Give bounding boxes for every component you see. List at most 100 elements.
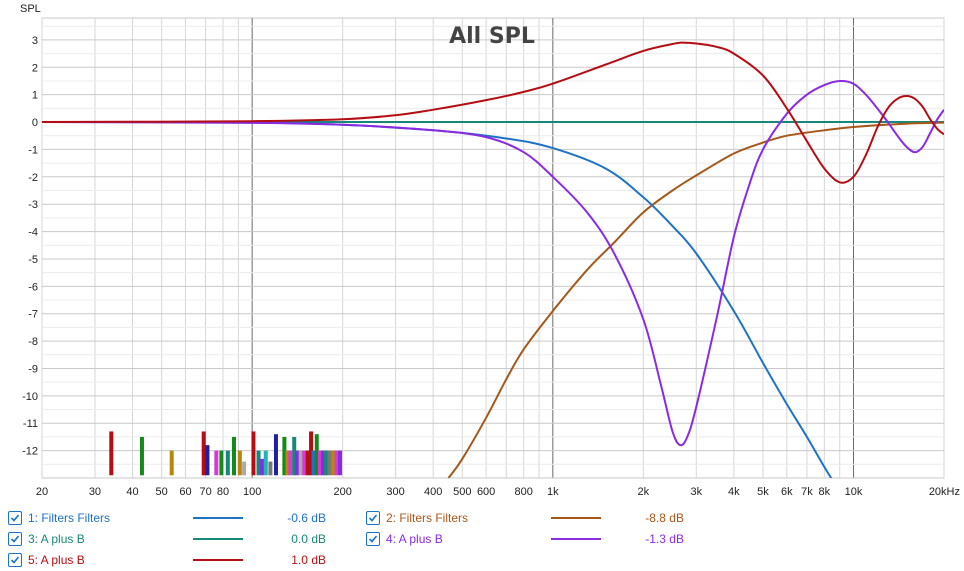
marker-bar <box>231 436 236 476</box>
x-tick-label: 20 <box>36 486 48 498</box>
y-tick-label: 1 <box>32 90 38 102</box>
marker-bar <box>109 431 114 476</box>
legend: 1: Filters Filters -0.6 dB 2: Filters Fi… <box>0 505 964 571</box>
marker-bar <box>305 450 310 476</box>
legend-label-3: 3: A plus B <box>28 532 85 546</box>
marker-bar <box>309 431 314 476</box>
legend-value-2: -8.8 dB <box>645 511 684 525</box>
y-tick-label: -5 <box>28 254 38 266</box>
x-tick-label: 7k <box>801 486 813 498</box>
x-tick-label: 5k <box>757 486 769 498</box>
y-tick-label: -2 <box>28 172 38 184</box>
x-tick-label: 70 <box>199 486 211 498</box>
legend-item-4[interactable]: 4: A plus B <box>366 529 443 549</box>
legend-line-4 <box>551 538 601 540</box>
y-tick-label: -11 <box>23 418 38 430</box>
y-tick-label: -6 <box>28 281 38 293</box>
series-line-s4 <box>42 79 944 447</box>
y-tick-label: -7 <box>28 309 38 321</box>
x-tick-label: 100 <box>243 486 261 498</box>
marker-bars <box>109 431 343 476</box>
marker-bar <box>311 450 316 476</box>
marker-bar <box>334 450 339 476</box>
marker-bar <box>317 450 322 476</box>
checkbox-4[interactable] <box>366 532 380 546</box>
x-tick-label: 20kHz <box>929 486 960 498</box>
legend-item-5[interactable]: 5: A plus B <box>8 550 85 570</box>
marker-bar <box>260 458 265 476</box>
marker-bar <box>314 434 319 476</box>
x-tick-label: 4k <box>728 486 740 498</box>
marker-bar <box>225 450 230 476</box>
marker-bar <box>237 450 242 476</box>
checkbox-5[interactable] <box>8 553 22 567</box>
x-tick-label: 2k <box>638 486 650 498</box>
marker-bar <box>295 450 300 476</box>
marker-bar <box>214 450 219 476</box>
marker-bar <box>263 450 268 476</box>
marker-bar <box>320 450 325 476</box>
marker-bar <box>302 450 307 476</box>
marker-bar <box>327 450 332 476</box>
y-tick-label: -9 <box>28 363 38 375</box>
marker-bar <box>298 450 303 476</box>
y-tick-label: 2 <box>32 62 38 74</box>
x-tick-label: 30 <box>89 486 101 498</box>
legend-item-1[interactable]: 1: Filters Filters <box>8 508 110 528</box>
x-tick-label: 40 <box>126 486 138 498</box>
marker-bar <box>331 450 336 476</box>
y-tick-label: 0 <box>32 117 38 129</box>
legend-label-5: 5: A plus B <box>28 553 85 567</box>
marker-bar <box>292 436 297 476</box>
axes: 3 2 1 0 -1 -2 -3 -4 -5 -6 -7 -8 -9 -10 -11 -12 20 30 40 50 6… <box>22 35 960 498</box>
marker-bar <box>242 461 247 476</box>
x-tick-label: 60 <box>179 486 191 498</box>
marker-bar <box>256 450 261 476</box>
legend-value-4: -1.3 dB <box>645 532 684 546</box>
x-tick-label: 6k <box>781 486 793 498</box>
legend-value-1: -0.6 dB <box>287 511 326 525</box>
legend-line-2 <box>551 517 601 519</box>
y-tick-label: -10 <box>22 391 38 403</box>
legend-item-3[interactable]: 3: A plus B <box>8 529 85 549</box>
legend-item-2[interactable]: 2: Filters Filters <box>366 508 468 528</box>
x-tick-label: 800 <box>515 486 533 498</box>
x-tick-label: 80 <box>217 486 229 498</box>
x-tick-label: 300 <box>386 486 404 498</box>
y-tick-label: -8 <box>28 336 38 348</box>
marker-bar <box>273 434 278 476</box>
series-line-s5 <box>42 41 944 184</box>
x-tick-label: 600 <box>477 486 495 498</box>
marker-bar <box>169 450 174 476</box>
legend-label-4: 4: A plus B <box>386 532 443 546</box>
y-tick-label: -12 <box>22 446 38 458</box>
x-tick-label: 200 <box>333 486 351 498</box>
marker-bar <box>323 450 328 476</box>
marker-bar <box>139 436 144 476</box>
legend-line-3 <box>193 538 243 540</box>
spl-chart: 3 2 1 0 -1 -2 -3 -4 -5 -6 -7 -8 -9 -10 -11 -12 20 30 40 50 6… <box>20 3 960 498</box>
chart-title: All SPL <box>449 24 535 49</box>
x-tick-label: 50 <box>156 486 168 498</box>
legend-value-5: 1.0 dB <box>291 553 326 567</box>
marker-bar <box>338 450 343 476</box>
x-tick-label: 3k <box>690 486 702 498</box>
checkbox-3[interactable] <box>8 532 22 546</box>
checkbox-1[interactable] <box>8 511 22 525</box>
legend-line-1 <box>193 517 243 519</box>
plot-area <box>41 17 945 479</box>
series-lines <box>42 41 944 478</box>
y-tick-label: -1 <box>28 144 38 156</box>
x-tick-label: 10k <box>845 486 863 498</box>
x-tick-label: 400 <box>424 486 442 498</box>
series-line-s2 <box>447 121 944 478</box>
marker-bar <box>282 436 287 476</box>
y-axis-label: SPL <box>20 3 41 15</box>
y-tick-label: -4 <box>28 227 38 239</box>
checkbox-2[interactable] <box>366 511 380 525</box>
x-tick-label: 1k <box>547 486 559 498</box>
grid <box>41 17 945 479</box>
legend-value-3: 0.0 dB <box>291 532 326 546</box>
y-tick-label: -3 <box>28 199 38 211</box>
marker-bar <box>251 431 256 476</box>
